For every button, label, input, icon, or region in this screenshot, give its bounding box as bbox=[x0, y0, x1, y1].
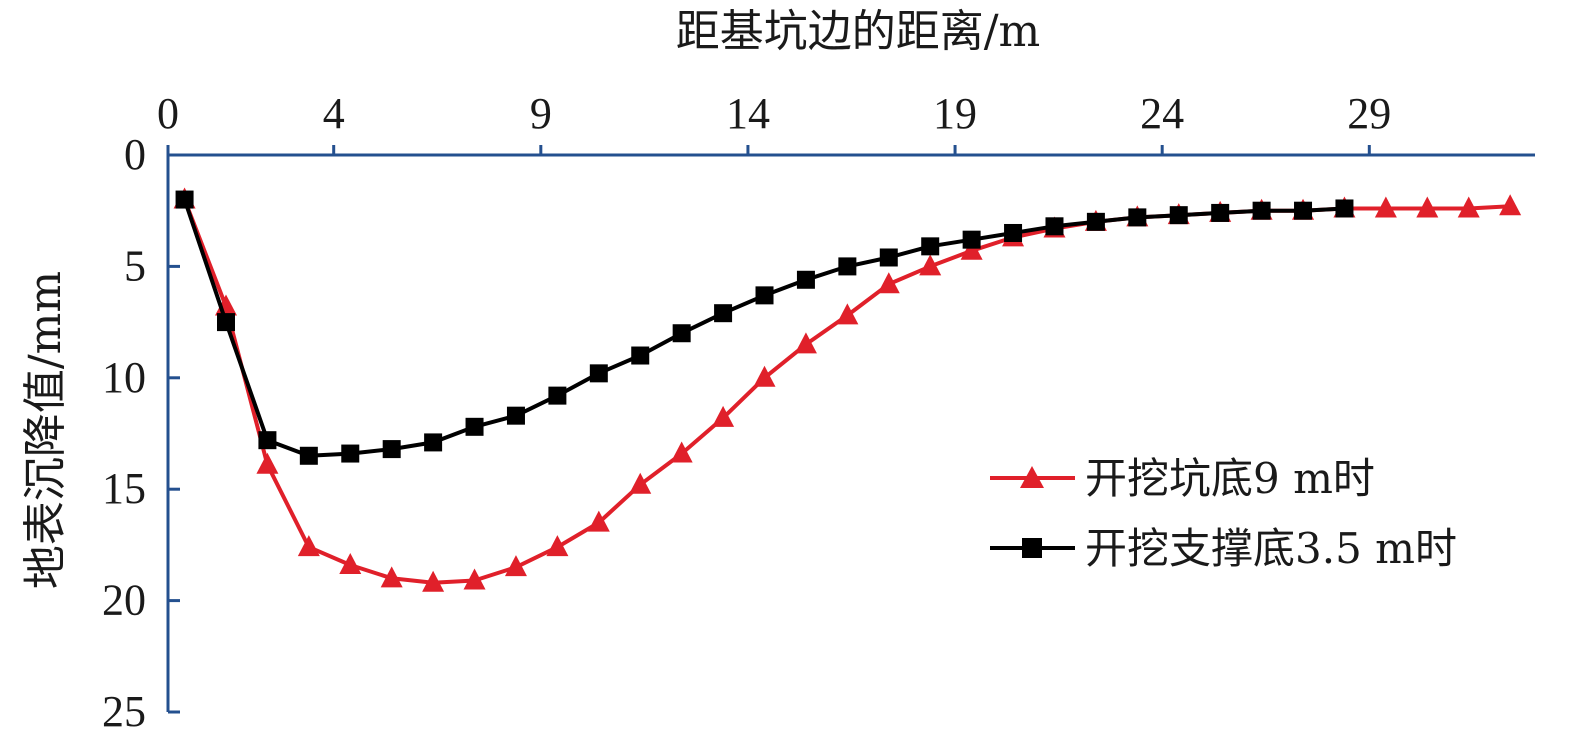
data-point-triangle bbox=[877, 272, 900, 294]
data-point-triangle bbox=[256, 452, 279, 474]
legend: 开挖坑底9 m时 开挖支撑底3.5 m时 bbox=[990, 454, 1457, 573]
x-axis-title: 距基坑边的距离/m bbox=[676, 6, 1041, 57]
data-point-square bbox=[506, 406, 525, 425]
x-tick-label: 0 bbox=[157, 89, 179, 138]
data-point-triangle bbox=[1457, 196, 1480, 218]
data-point-square bbox=[341, 444, 360, 463]
data-point-square bbox=[755, 286, 774, 305]
legend-label: 开挖坑底9 m时 bbox=[1085, 454, 1375, 503]
data-point-square bbox=[1004, 223, 1023, 242]
data-point-square bbox=[838, 257, 857, 276]
data-point-triangle bbox=[1374, 196, 1397, 218]
y-tick-label: 25 bbox=[102, 687, 146, 736]
x-tick-label: 9 bbox=[530, 89, 552, 138]
data-point-square bbox=[1252, 201, 1271, 220]
x-axis-ticks: 0 4 9 14 19 24 29 bbox=[157, 89, 1391, 155]
data-point-square bbox=[879, 248, 898, 267]
data-point-square bbox=[1045, 217, 1064, 236]
y-axis-title: 地表沉降值/mm bbox=[20, 271, 71, 589]
data-point-square bbox=[589, 364, 608, 383]
data-point-triangle bbox=[339, 552, 362, 574]
data-point-square bbox=[424, 433, 443, 452]
data-point-triangle bbox=[587, 510, 610, 532]
data-point-square bbox=[258, 431, 277, 450]
data-point-square bbox=[216, 313, 235, 332]
data-point-triangle bbox=[380, 566, 403, 588]
y-tick-label: 15 bbox=[102, 464, 146, 513]
x-tick-label: 14 bbox=[726, 89, 770, 138]
data-point-triangle bbox=[753, 365, 776, 387]
x-tick-label: 24 bbox=[1140, 89, 1184, 138]
data-point-triangle bbox=[1499, 194, 1522, 216]
data-point-triangle bbox=[463, 568, 486, 590]
y-tick-label: 20 bbox=[102, 576, 146, 625]
series-line bbox=[182, 198, 1345, 458]
data-point-triangle bbox=[836, 303, 859, 325]
x-tick-label: 19 bbox=[933, 89, 977, 138]
data-point-square bbox=[1211, 203, 1230, 222]
data-point-triangle bbox=[1416, 196, 1439, 218]
data-point-square bbox=[382, 440, 401, 459]
y-tick-label: 0 bbox=[124, 130, 146, 179]
data-point-square bbox=[672, 324, 691, 343]
data-point-square bbox=[548, 386, 567, 405]
data-point-square bbox=[1335, 199, 1354, 218]
data-point-triangle bbox=[670, 441, 693, 463]
legend-label: 开挖支撑底3.5 m时 bbox=[1085, 524, 1457, 573]
data-point-triangle bbox=[712, 405, 735, 427]
data-point-square bbox=[465, 417, 484, 436]
x-tick-label: 4 bbox=[323, 89, 345, 138]
data-point-square bbox=[631, 346, 650, 365]
data-point-triangle bbox=[422, 570, 445, 592]
y-tick-label: 10 bbox=[102, 353, 146, 402]
data-point-square bbox=[175, 190, 194, 209]
data-point-triangle bbox=[629, 472, 652, 494]
x-tick-label: 29 bbox=[1347, 89, 1391, 138]
data-point-square bbox=[962, 230, 981, 249]
data-point-square bbox=[1294, 201, 1313, 220]
data-point-square bbox=[921, 237, 940, 256]
y-tick-label: 5 bbox=[124, 241, 146, 290]
data-point-triangle bbox=[546, 535, 569, 557]
y-axis-ticks: 0 5 10 15 20 25 bbox=[102, 130, 180, 736]
data-point-triangle bbox=[504, 555, 527, 577]
data-point-square bbox=[796, 270, 815, 289]
legend-item-series-1: 开挖坑底9 m时 bbox=[990, 454, 1375, 503]
series-layer bbox=[173, 187, 1522, 592]
legend-item-series-2: 开挖支撑底3.5 m时 bbox=[990, 524, 1457, 573]
data-point-square bbox=[1128, 208, 1147, 227]
data-point-square bbox=[1169, 206, 1188, 225]
data-point-square bbox=[714, 304, 733, 323]
data-point-square bbox=[1086, 212, 1105, 231]
data-point-triangle bbox=[794, 332, 817, 354]
series-2 bbox=[175, 190, 1354, 465]
legend-swatch-triangle-icon bbox=[1020, 466, 1044, 488]
axes bbox=[166, 153, 1535, 712]
data-point-triangle bbox=[960, 238, 983, 260]
data-point-triangle bbox=[919, 254, 942, 276]
legend-swatch-square-icon bbox=[1022, 538, 1042, 558]
data-point-triangle bbox=[297, 535, 320, 557]
data-point-square bbox=[299, 446, 318, 465]
